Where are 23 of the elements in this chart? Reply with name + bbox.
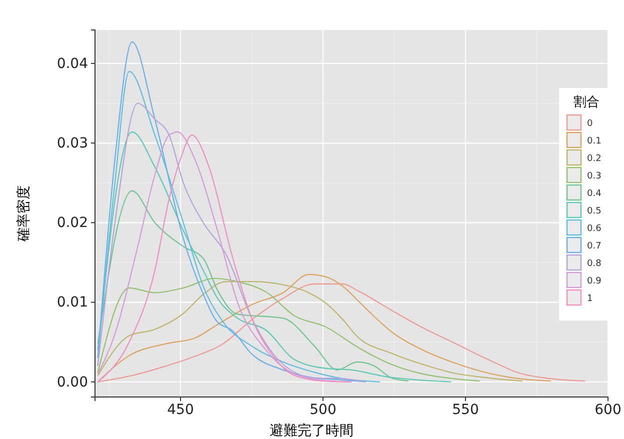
legend-label: 0.1	[587, 136, 602, 146]
legend-label: 0.7	[587, 242, 602, 252]
legend-label: 0.2	[587, 154, 602, 164]
legend-label: 0.9	[587, 276, 602, 286]
y-axis-title: 確率密度	[16, 186, 32, 242]
y-tick-label: 0.02	[56, 215, 88, 232]
y-tick-label: 0.00	[56, 374, 88, 390]
legend-label: 0.3	[587, 172, 602, 182]
legend-title: 割合	[574, 95, 600, 110]
x-tick-label: 600	[594, 402, 622, 418]
x-tick-label: 550	[452, 402, 479, 418]
y-tick-label: 0.04	[56, 56, 88, 72]
legend-label: 1	[587, 294, 593, 304]
y-tick-label: 0.03	[56, 136, 88, 152]
x-tick-label: 450	[167, 402, 194, 418]
legend-label: 0.6	[587, 224, 602, 234]
legend-label: 0	[587, 119, 593, 129]
x-axis-title: 避難完了時間	[270, 423, 354, 439]
legend-label: 0.4	[587, 189, 602, 199]
x-tick-label: 500	[310, 402, 336, 418]
y-tick-label: 0.01	[56, 294, 88, 311]
legend-label: 0.8	[587, 259, 602, 269]
legend-label: 0.5	[587, 206, 602, 216]
